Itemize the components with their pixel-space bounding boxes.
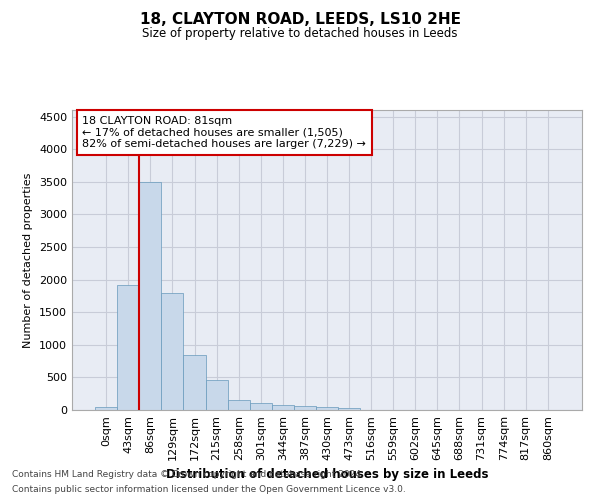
Bar xyxy=(95,408,117,410)
Bar xyxy=(161,294,184,410)
Text: Contains public sector information licensed under the Open Government Licence v3: Contains public sector information licen… xyxy=(12,485,406,494)
Text: 18, CLAYTON ROAD, LEEDS, LS10 2HE: 18, CLAYTON ROAD, LEEDS, LS10 2HE xyxy=(139,12,461,28)
Bar xyxy=(139,182,161,410)
Bar xyxy=(250,404,272,410)
Text: Contains HM Land Registry data © Crown copyright and database right 2024.: Contains HM Land Registry data © Crown c… xyxy=(12,470,364,479)
Bar xyxy=(206,380,227,410)
Bar xyxy=(184,355,206,410)
Bar xyxy=(338,408,360,410)
Bar xyxy=(227,400,250,410)
Bar xyxy=(294,406,316,410)
X-axis label: Distribution of detached houses by size in Leeds: Distribution of detached houses by size … xyxy=(166,468,488,481)
Y-axis label: Number of detached properties: Number of detached properties xyxy=(23,172,34,348)
Bar xyxy=(316,408,338,410)
Bar xyxy=(272,406,294,410)
Text: 18 CLAYTON ROAD: 81sqm
← 17% of detached houses are smaller (1,505)
82% of semi-: 18 CLAYTON ROAD: 81sqm ← 17% of detached… xyxy=(82,116,366,149)
Bar xyxy=(117,285,139,410)
Text: Size of property relative to detached houses in Leeds: Size of property relative to detached ho… xyxy=(142,28,458,40)
